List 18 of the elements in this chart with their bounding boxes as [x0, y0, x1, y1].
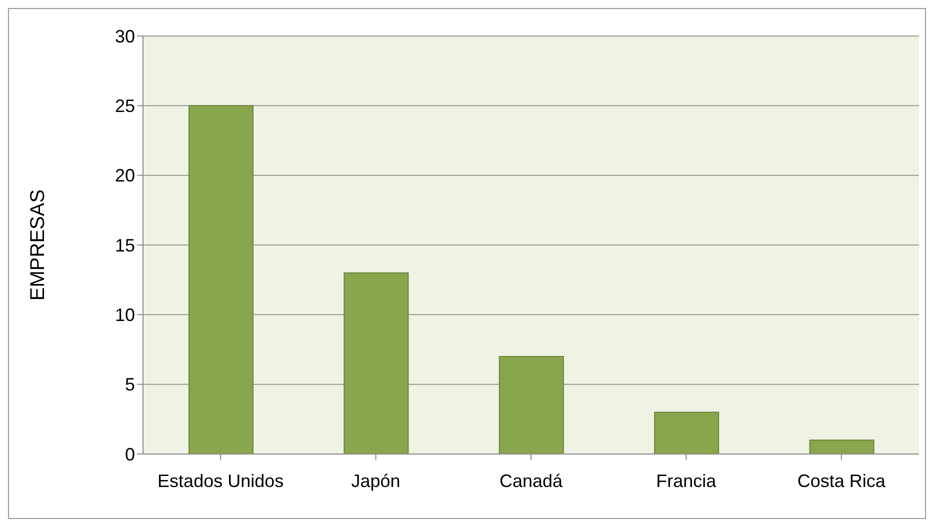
x-tick-label: Canadá — [499, 470, 564, 491]
x-tick-label: Costa Rica — [797, 470, 886, 491]
bar — [344, 272, 409, 454]
y-tick-label: 5 — [124, 374, 135, 395]
x-tick-label: Francia — [656, 470, 718, 491]
bar — [498, 356, 564, 454]
y-tick-label: 15 — [114, 235, 135, 256]
bar — [654, 412, 720, 454]
y-tick-label: 10 — [114, 305, 135, 326]
x-tick-label: Estados Unidos — [158, 470, 284, 491]
y-tick-label: 0 — [124, 444, 135, 464]
bar — [809, 440, 874, 454]
y-tick-label: 30 — [114, 26, 135, 46]
x-tick-label: Japón — [351, 470, 400, 491]
y-tick-label: 25 — [114, 96, 135, 116]
y-axis-title: EMPRESAS — [27, 189, 50, 301]
y-tick-label: 20 — [114, 166, 135, 186]
bar — [188, 105, 254, 454]
